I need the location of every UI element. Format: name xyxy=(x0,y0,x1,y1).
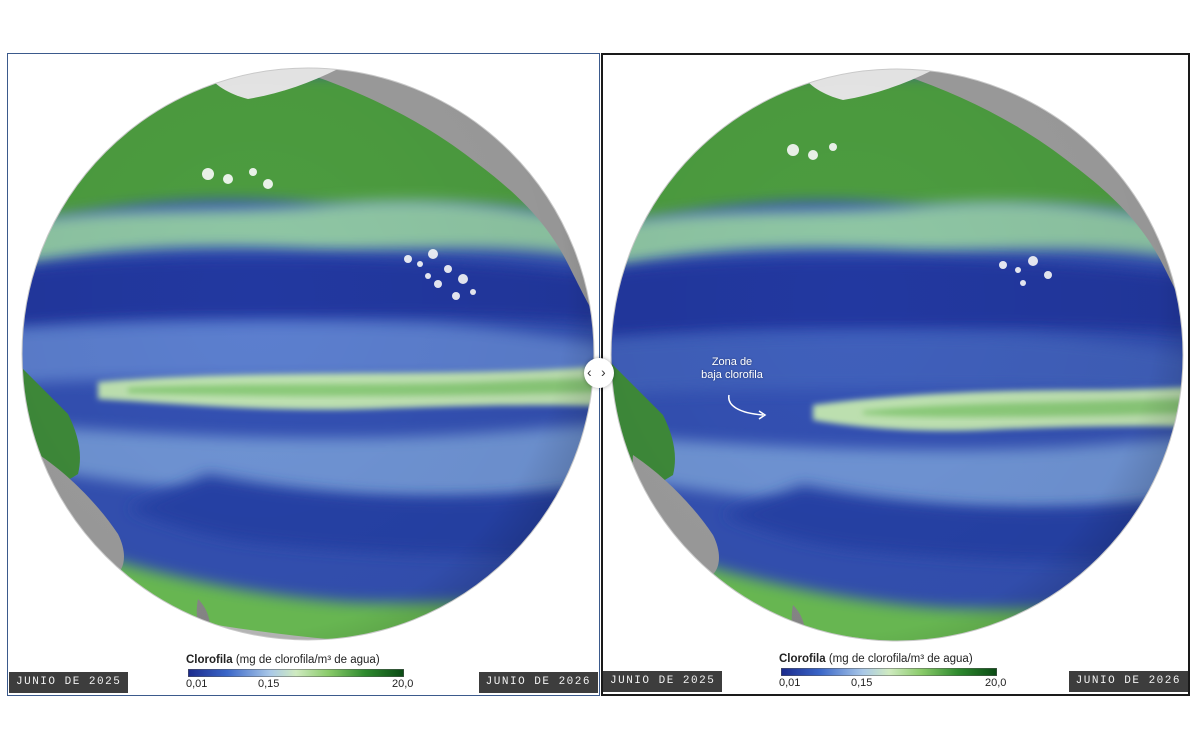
low-chlorophyll-annotation: Zona de baja clorofila xyxy=(701,356,763,381)
annotation-arrow xyxy=(728,394,764,416)
comparison-slider-handle[interactable]: ‹ › xyxy=(584,358,614,388)
legend-color-bar xyxy=(188,669,404,677)
map-panel-right: Zona de baja clorofila Clorofila (mg de … xyxy=(601,53,1190,696)
chlorophyll-legend: Clorofila (mg de clorofila/m³ de agua) 0… xyxy=(186,654,414,691)
chevron-left-icon: ‹ xyxy=(587,364,592,380)
globe-2025 xyxy=(21,67,595,641)
legend-tick-mid: 0,15 xyxy=(258,678,280,690)
date-label-right: JUNIO DE 2026 xyxy=(1068,671,1188,692)
legend-tick-mid: 0,15 xyxy=(851,677,873,689)
legend-tick-min: 0,01 xyxy=(779,677,801,689)
map-panel-left: Clorofila (mg de clorofila/m³ de agua) 0… xyxy=(7,53,600,696)
legend-title: Clorofila (mg de clorofila/m³ de agua) xyxy=(186,654,380,666)
legend-tick-max: 20,0 xyxy=(392,678,414,690)
legend-tick-max: 20,0 xyxy=(985,677,1007,689)
date-label-left-overlay: JUNIO DE 2025 xyxy=(603,671,723,692)
legend-color-bar xyxy=(781,668,997,676)
chevron-right-icon: › xyxy=(601,364,606,380)
globe-2026 xyxy=(610,68,1184,642)
date-label-right-overlay: JUNIO DE 2026 xyxy=(478,672,598,693)
date-label-left: JUNIO DE 2025 xyxy=(9,672,129,693)
legend-tick-min: 0,01 xyxy=(186,678,208,690)
chlorophyll-legend-right: Clorofila (mg de clorofila/m³ de agua) 0… xyxy=(779,653,1007,690)
legend-title: Clorofila (mg de clorofila/m³ de agua) xyxy=(779,653,973,665)
